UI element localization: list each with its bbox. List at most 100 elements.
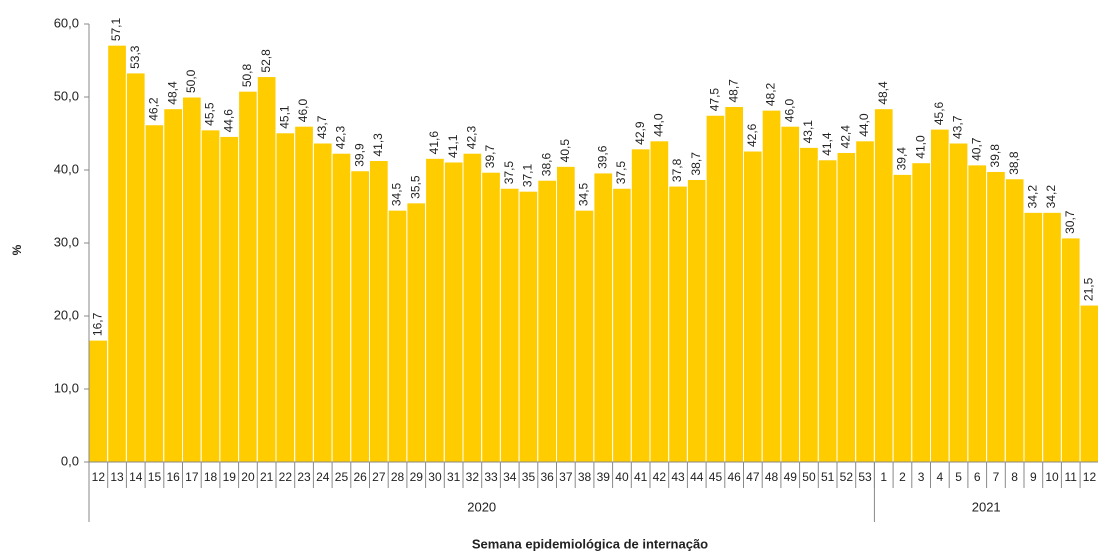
- x-tick-label: 1: [880, 470, 887, 484]
- value-label: 39,4: [895, 147, 909, 171]
- x-tick-label: 42: [653, 470, 667, 484]
- bar: [1023, 211, 1044, 463]
- value-label: 48,7: [726, 79, 740, 103]
- value-label: 48,2: [764, 82, 778, 106]
- value-label: 45,1: [278, 105, 292, 129]
- x-tick-label: 38: [578, 470, 592, 484]
- bar: [200, 129, 221, 463]
- x-tick-label: 39: [597, 470, 611, 484]
- x-tick-label: 24: [316, 470, 330, 484]
- value-label: 47,5: [708, 88, 722, 112]
- bar: [238, 90, 258, 463]
- bar: [518, 190, 539, 463]
- bar: [144, 124, 165, 463]
- x-tick-label: 41: [634, 470, 648, 484]
- x-tick-label: 22: [279, 470, 293, 484]
- value-label: 43,7: [951, 115, 965, 139]
- y-tick-label: 20,0: [54, 307, 79, 322]
- y-axis-title: %: [10, 244, 24, 255]
- bar: [817, 159, 838, 463]
- bar: [705, 114, 726, 463]
- x-tick-label: 12: [1083, 470, 1097, 484]
- bar: [387, 209, 408, 463]
- value-label: 44,6: [221, 109, 235, 133]
- value-label: 37,8: [670, 158, 684, 182]
- value-label: 34,5: [577, 182, 591, 206]
- bar: [425, 157, 445, 463]
- x-tick-label: 43: [671, 470, 685, 484]
- bar: [649, 140, 670, 463]
- bar: [930, 128, 950, 463]
- bar: [481, 171, 501, 463]
- x-tick-label: 26: [353, 470, 367, 484]
- value-label: 48,4: [876, 81, 890, 105]
- value-label: 40,5: [558, 139, 572, 163]
- value-label: 40,7: [969, 137, 983, 161]
- value-label: 39,6: [595, 145, 609, 169]
- group-label: 2020: [467, 499, 496, 514]
- bar: [163, 108, 184, 463]
- value-label: 50,8: [240, 63, 254, 87]
- bar: [855, 140, 875, 463]
- value-label: 41,4: [820, 132, 834, 156]
- x-tick-label: 37: [559, 470, 573, 484]
- x-tick-label: 27: [372, 470, 386, 484]
- y-tick-label: 50,0: [54, 88, 79, 103]
- x-tick-label: 17: [185, 470, 199, 484]
- x-tick-label: 50: [802, 470, 816, 484]
- x-tick-label: 51: [821, 470, 835, 484]
- value-label: 38,8: [1007, 151, 1021, 175]
- value-label: 34,5: [390, 182, 404, 206]
- value-label: 42,3: [334, 126, 348, 150]
- bar: [350, 170, 370, 463]
- value-label: 34,2: [1044, 185, 1058, 209]
- x-tick-label: 30: [428, 470, 442, 484]
- bar: [986, 170, 1006, 463]
- x-tick-label: 44: [690, 470, 704, 484]
- bar: [593, 172, 614, 463]
- x-tick-label: 31: [447, 470, 461, 484]
- value-label: 35,5: [408, 175, 422, 199]
- value-label: 30,7: [1063, 210, 1077, 234]
- x-tick-label: 15: [148, 470, 162, 484]
- x-tick-label: 19: [223, 470, 237, 484]
- bar: [612, 187, 632, 463]
- x-tick-label: 48: [765, 470, 779, 484]
- y-tick-label: 10,0: [54, 380, 79, 395]
- bar: [761, 109, 782, 463]
- value-label: 53,3: [128, 45, 142, 69]
- value-label: 46,0: [296, 99, 310, 123]
- bar: [1004, 178, 1025, 463]
- bar: [724, 105, 744, 463]
- value-label: 41,1: [446, 134, 460, 158]
- x-tick-label: 25: [335, 470, 349, 484]
- bar: [406, 202, 427, 463]
- value-label: 42,4: [839, 125, 853, 149]
- x-tick-label: 16: [166, 470, 180, 484]
- x-tick-label: 11: [1065, 470, 1078, 484]
- x-tick-label: 20: [241, 470, 255, 484]
- x-tick-label: 5: [955, 470, 962, 484]
- value-label: 37,5: [614, 161, 628, 185]
- x-tick-label: 36: [540, 470, 554, 484]
- bar: [948, 142, 969, 463]
- bar: [443, 161, 464, 463]
- bar: [668, 185, 688, 463]
- bar: [1079, 304, 1098, 463]
- value-label: 43,1: [801, 120, 815, 144]
- bar: [256, 76, 277, 463]
- x-tick-label: 34: [503, 470, 517, 484]
- bar: [873, 108, 894, 463]
- bar: [780, 125, 801, 463]
- x-tick-label: 6: [974, 470, 981, 484]
- bar: [107, 44, 127, 463]
- value-label: 44,0: [652, 113, 666, 137]
- bar: [462, 152, 483, 463]
- bar: [892, 173, 913, 463]
- value-label: 45,6: [932, 101, 946, 125]
- x-tick-label: 47: [746, 470, 760, 484]
- value-label: 46,0: [782, 99, 796, 123]
- bar: [125, 72, 146, 463]
- y-tick-label: 40,0: [54, 161, 79, 176]
- bar: [1060, 237, 1081, 463]
